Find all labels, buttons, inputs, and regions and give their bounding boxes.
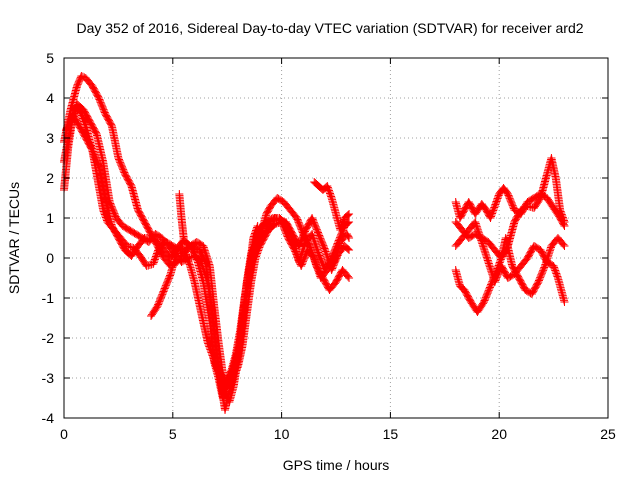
data-point-marker — [343, 211, 352, 219]
y-tick-label: 0 — [46, 250, 54, 266]
data-point-marker — [179, 234, 188, 242]
y-tick-labels: -4 -3 -2 -1 0 1 2 3 4 5 — [42, 50, 55, 426]
plot-frame — [63, 57, 609, 419]
x-tick-label: 5 — [169, 426, 177, 442]
axis-ticks — [63, 57, 609, 419]
x-tick-label: 10 — [274, 426, 290, 442]
data-point-marker — [560, 218, 569, 226]
data-series — [175, 178, 354, 242]
data-point-marker — [343, 245, 352, 253]
y-tick-label: 5 — [46, 50, 54, 66]
y-tick-label: -3 — [42, 370, 55, 386]
data-point-marker — [343, 272, 352, 281]
data-point-marker — [253, 223, 262, 232]
data-point-marker — [560, 242, 569, 250]
y-tick-label: 4 — [46, 90, 54, 106]
data-point-marker — [345, 246, 354, 254]
data-point-marker — [560, 298, 569, 306]
data-point-marker — [345, 210, 354, 218]
y-tick-label: 2 — [46, 170, 54, 186]
x-tick-label: 15 — [383, 426, 399, 442]
data-series — [147, 222, 262, 402]
x-axis-label: GPS time / hours — [283, 457, 390, 473]
data-series — [62, 110, 354, 406]
y-axis-label: SDTVAR / TECUs — [6, 182, 22, 294]
y-tick-label: -4 — [42, 410, 55, 426]
y-tick-label: 1 — [46, 210, 54, 226]
x-tick-label: 25 — [600, 426, 616, 442]
y-tick-label: -1 — [42, 290, 55, 306]
data-point-marker — [559, 240, 568, 249]
chart-title: Day 352 of 2016, Sidereal Day-to-day VTE… — [76, 20, 583, 36]
y-tick-label: 3 — [46, 130, 54, 146]
x-tick-label: 0 — [60, 426, 68, 442]
data-series — [451, 234, 569, 316]
y-tick-label: -2 — [42, 330, 55, 346]
data-point-marker — [559, 216, 568, 225]
data-point-marker — [345, 234, 354, 242]
data-point-marker — [345, 274, 354, 282]
x-tick-labels: 0 5 10 15 20 25 — [60, 426, 616, 442]
data-points — [60, 72, 569, 414]
data-point-marker — [344, 232, 353, 241]
data-point-marker — [253, 222, 262, 230]
x-tick-label: 20 — [491, 426, 507, 442]
